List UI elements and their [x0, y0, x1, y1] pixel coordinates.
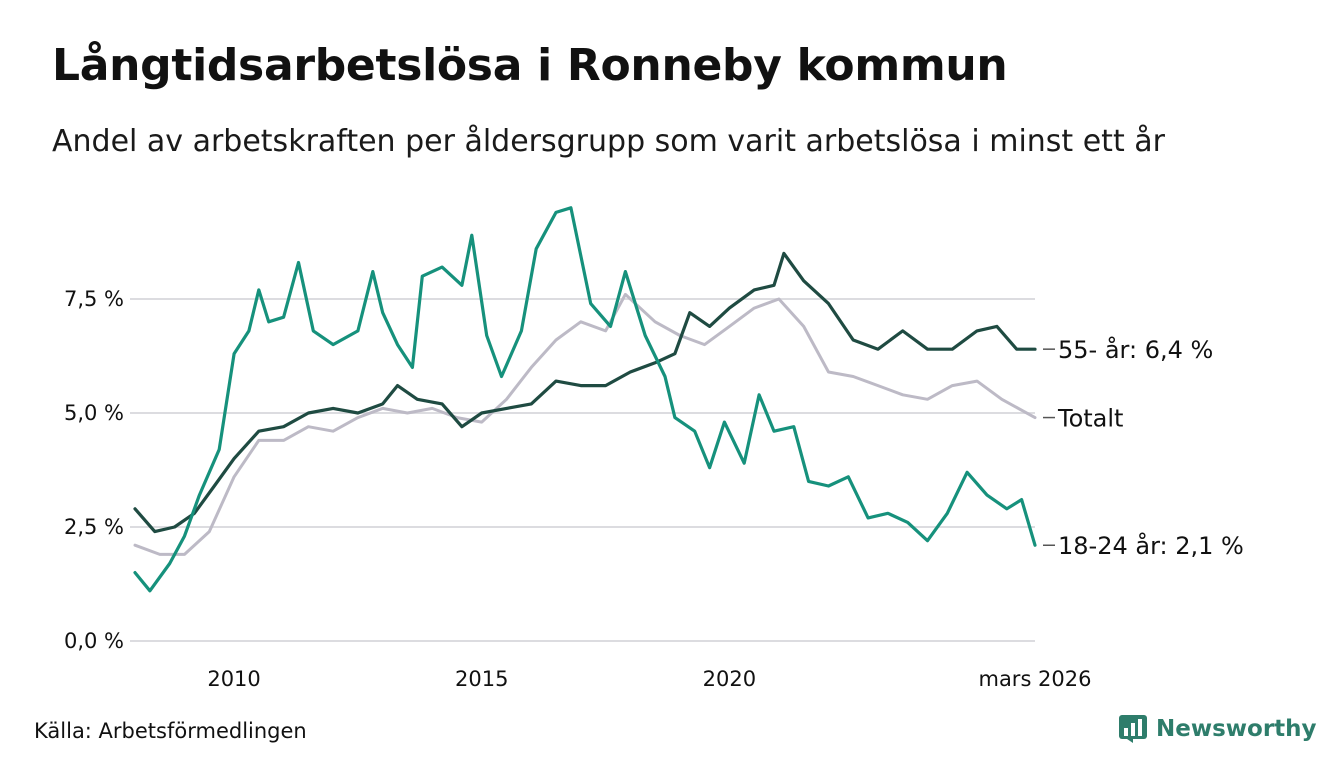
grid-layer — [130, 298, 1035, 642]
y-tick-label: 5,0 % — [64, 401, 124, 425]
brand-name: Newsworthy — [1156, 716, 1317, 742]
x-axis: 2010 2015 2020 mars 2026 — [207, 667, 1091, 691]
bar-chart-icon — [1119, 715, 1147, 743]
y-tick-label: 2,5 % — [64, 515, 124, 539]
x-tick-label: mars 2026 — [978, 667, 1091, 691]
source-note: Källa: Arbetsförmedlingen — [34, 719, 307, 743]
series-line-older — [133, 251, 1037, 534]
series-line-young — [133, 206, 1037, 593]
y-axis: 0,0 % 2,5 % 5,0 % 7,5 % — [64, 287, 124, 653]
x-tick-label: 2020 — [703, 667, 756, 691]
y-tick-label: 0,0 % — [64, 629, 124, 653]
series-layer — [133, 206, 1037, 593]
line-chart: 0,0 % 2,5 % 5,0 % 7,5 % 2010 2015 2020 mars 20… — [64, 206, 1244, 691]
brand-logo: Newsworthy — [1118, 714, 1317, 744]
series-line-total — [133, 292, 1037, 556]
end-labels: Totalt 55- år: 6,4 % 18-24 år: 2,1 % — [1043, 335, 1244, 560]
end-label-older: 55- år: 6,4 % — [1058, 335, 1213, 364]
end-label-young: 18-24 år: 2,1 % — [1058, 531, 1244, 560]
x-tick-label: 2015 — [455, 667, 508, 691]
end-label-total: Totalt — [1057, 405, 1123, 433]
chart-title: Långtidsarbetslösa i Ronneby kommun — [52, 40, 1008, 91]
chart-subtitle: Andel av arbetskraften per åldersgrupp s… — [52, 124, 1165, 159]
x-tick-label: 2010 — [207, 667, 260, 691]
y-tick-label: 7,5 % — [64, 287, 124, 311]
